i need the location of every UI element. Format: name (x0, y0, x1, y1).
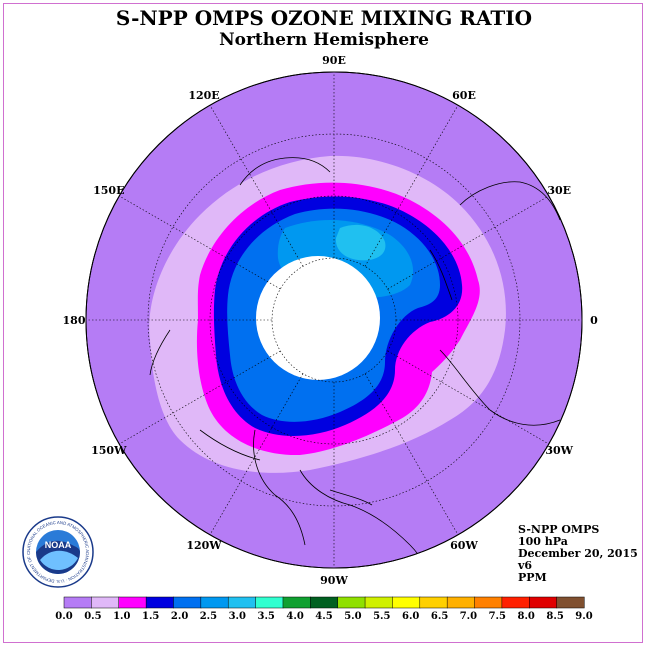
longitude-label: 120E (188, 89, 219, 102)
colorbar-swatch (392, 596, 421, 609)
colorbar-label: 2.5 (200, 611, 217, 622)
meridian-line (364, 105, 459, 267)
colorbar-label: 3.0 (229, 611, 246, 622)
longitude-label: 60E (452, 89, 476, 102)
colorbar-label: 7.5 (489, 611, 506, 622)
colorbar: 0.0 0.5 1.0 1.5 2.0 2.5 3.0 3.5 4.0 4.5 5.0 5.5 6.0 6… (55, 596, 593, 622)
longitude-label: 180 (63, 314, 86, 327)
no-data-polar-region (256, 256, 380, 380)
colorbar-label: 5.0 (344, 611, 361, 622)
longitude-label: 30W (545, 444, 573, 457)
colorbar-label: 2.0 (171, 611, 188, 622)
meridian-line (387, 195, 549, 290)
meridians (86, 72, 582, 568)
colorbar-swatch (200, 596, 229, 609)
colorbar-swatch (474, 596, 503, 609)
colorbar-swatch (419, 596, 448, 609)
noaa-logo: NOAA NATIONAL OCEANIC AND ATMOSPHERIC AD… (0, 0, 94, 588)
meridian-line (209, 105, 304, 267)
longitude-label: 150W (91, 444, 127, 457)
longitude-label: 60W (450, 539, 478, 552)
colorbar-swatch (337, 596, 366, 609)
colorbar-label: 3.5 (257, 611, 274, 622)
meridian-line (364, 373, 459, 535)
colorbar-label: 9.0 (575, 611, 592, 622)
meridian-line (209, 373, 304, 535)
coastlines (149, 157, 561, 568)
info-date: December 20, 2015 (518, 547, 638, 560)
longitude-label: 150E (93, 184, 124, 197)
contour-band-3.0 (335, 224, 386, 261)
map-disk-outline (85, 71, 583, 569)
meridian-line (119, 195, 281, 290)
longitude-label: 90W (320, 574, 348, 587)
info-level: 100 hPa (518, 535, 568, 548)
info-panel: S-NPP OMPS 100 hPa December 20, 2015 v6 … (518, 524, 638, 584)
colorbar-label: 1.5 (142, 611, 159, 622)
colorbar-swatch (227, 596, 257, 609)
colorbar-label: 0.5 (84, 611, 101, 622)
noaa-logo-text: NOAA (45, 540, 72, 550)
longitude-label: 0 (590, 314, 598, 327)
colorbar-label: 5.5 (373, 611, 390, 622)
meridian-line (119, 350, 281, 445)
longitude-label: 90E (322, 54, 346, 67)
ozone-contours (86, 72, 582, 568)
longitude-labels: 90E 60E 30E 0 30W 60W 90W 120W 150W 180 150E 120E (63, 54, 599, 587)
colorbar-swatch (364, 596, 393, 609)
colorbar-label: 1.0 (113, 611, 130, 622)
meridian-line (387, 350, 549, 445)
colorbar-label: 0.0 (55, 611, 72, 622)
colorbar-swatch (173, 596, 202, 609)
colorbar-swatch (529, 596, 558, 609)
colorbar-label: 4.0 (286, 611, 303, 622)
colorbar-label: 4.5 (315, 611, 332, 622)
colorbar-swatch (501, 596, 530, 609)
colorbar-swatch (282, 596, 311, 609)
colorbar-swatch (118, 596, 147, 609)
longitude-label: 30E (547, 184, 571, 197)
info-units: PPM (518, 571, 547, 584)
colorbar-swatch (91, 596, 120, 609)
colorbar-label: 8.5 (546, 611, 563, 622)
info-version: v6 (518, 559, 533, 572)
colorbar-swatch (556, 596, 585, 609)
map-title: S-NPP OMPS OZONE MIXING RATIO (115, 6, 533, 30)
map-subtitle: Northern Hemisphere (219, 30, 429, 50)
longitude-label: 120W (186, 539, 222, 552)
figure-frame (3, 3, 643, 643)
colorbar-label: 6.0 (402, 611, 419, 622)
colorbar-swatch (63, 596, 92, 609)
colorbar-swatch (255, 596, 284, 609)
noaa-logo-ring-text: NATIONAL OCEANIC AND ATMOSPHERIC ADMINIS… (0, 0, 90, 584)
colorbar-label: 8.0 (517, 611, 534, 622)
info-instrument: S-NPP OMPS (518, 523, 600, 536)
colorbar-swatch (145, 596, 175, 609)
colorbar-swatch (446, 596, 476, 609)
colorbar-label: 7.0 (460, 611, 477, 622)
colorbar-label: 6.5 (431, 611, 448, 622)
colorbar-swatch (310, 596, 339, 609)
